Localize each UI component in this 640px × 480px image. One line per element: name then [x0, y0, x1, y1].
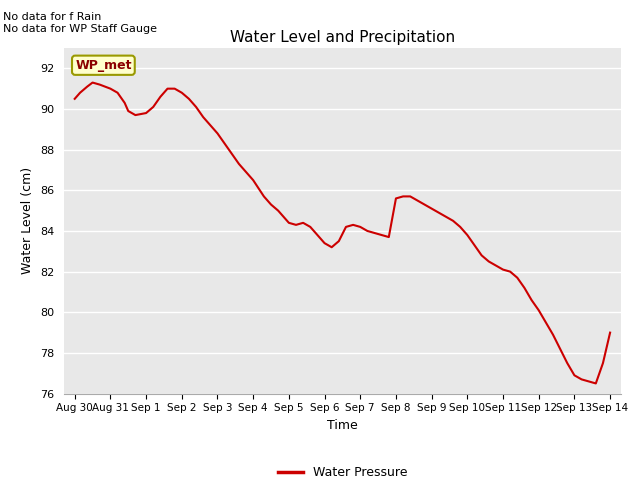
Legend: Water Pressure: Water Pressure: [273, 461, 412, 480]
Y-axis label: Water Level (cm): Water Level (cm): [22, 167, 35, 275]
Text: No data for f Rain: No data for f Rain: [3, 12, 102, 22]
Text: No data for WP Staff Gauge: No data for WP Staff Gauge: [3, 24, 157, 34]
Title: Water Level and Precipitation: Water Level and Precipitation: [230, 30, 455, 46]
X-axis label: Time: Time: [327, 419, 358, 432]
Text: WP_met: WP_met: [75, 59, 132, 72]
